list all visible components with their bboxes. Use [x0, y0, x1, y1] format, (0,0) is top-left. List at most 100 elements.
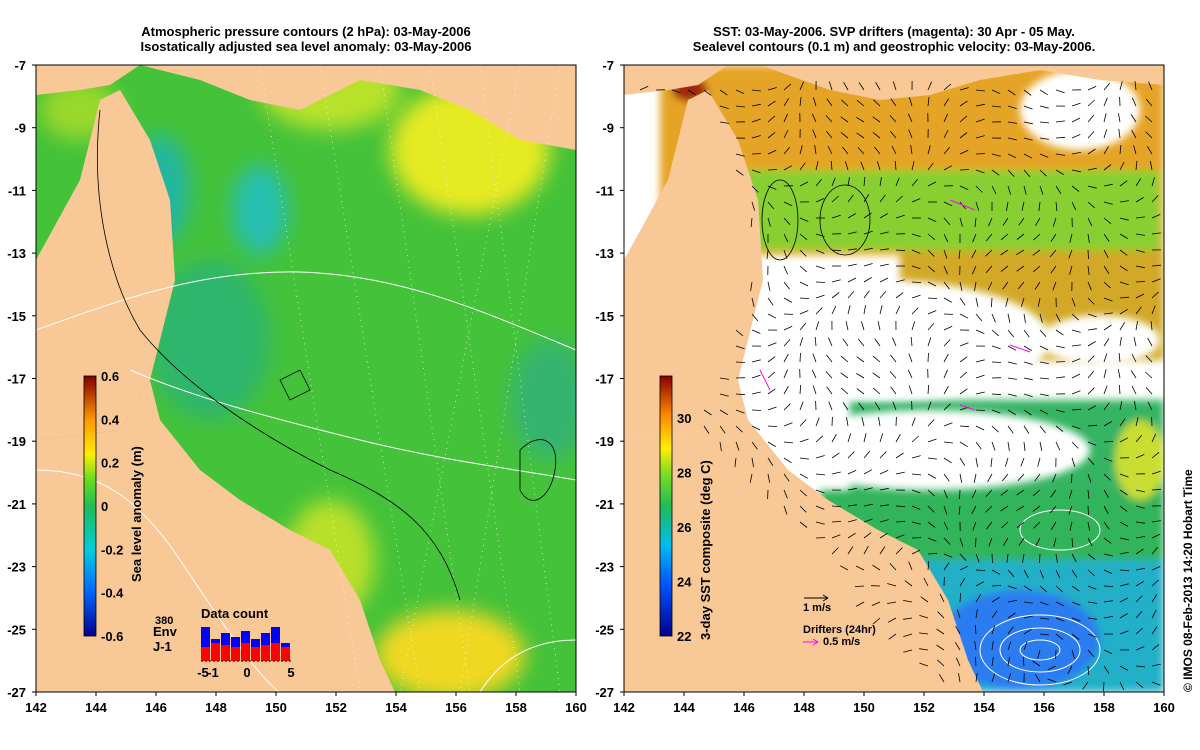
velocity-arrow	[890, 98, 897, 107]
velocity-arrow	[910, 145, 913, 155]
velocity-arrow	[975, 329, 985, 334]
velocity-arrow	[811, 113, 817, 123]
velocity-arrow	[840, 132, 849, 139]
velocity-arrow	[874, 338, 881, 347]
velocity-arrow	[751, 359, 761, 363]
velocity-arrow	[879, 248, 889, 251]
velocity-arrow	[975, 135, 985, 139]
velocity-arrow	[1087, 233, 1090, 243]
velocity-arrow	[1148, 81, 1153, 91]
velocity-arrow	[1071, 408, 1082, 411]
velocity-arrow	[1151, 663, 1161, 667]
velocity-arrow	[1055, 569, 1061, 579]
velocity-arrow	[1087, 441, 1097, 446]
velocity-arrow	[799, 181, 809, 187]
velocity-arrow	[751, 391, 761, 395]
velocity-arrow	[991, 673, 996, 683]
sst-colorbar-tick: 30	[677, 411, 691, 426]
left-map-title: Atmospheric pressure contours (2 hPa): 0…	[36, 24, 576, 54]
velocity-arrow	[975, 581, 985, 587]
sla-colorbar-tick: -0.4	[101, 586, 124, 601]
velocity-arrow	[783, 233, 789, 243]
velocity-arrow	[911, 455, 921, 459]
velocity-arrow	[687, 89, 696, 96]
velocity-arrow	[991, 409, 1001, 414]
velocity-arrow	[1103, 585, 1114, 587]
velocity-arrow	[1135, 627, 1144, 635]
velocity-arrow	[1023, 313, 1026, 323]
velocity-arrow	[1037, 457, 1041, 467]
velocity-arrow	[1023, 185, 1027, 195]
velocity-arrow	[799, 473, 809, 479]
velocity-arrow	[1087, 387, 1095, 395]
right-x-tick-label: 144	[673, 700, 695, 715]
velocity-arrow	[1007, 641, 1012, 651]
velocity-arrow	[943, 521, 949, 531]
right-y-tick-label: -15	[595, 309, 614, 324]
velocity-arrow	[991, 610, 998, 619]
sla-colorbar-tick: 0.4	[101, 412, 120, 427]
velocity-arrow	[1087, 99, 1095, 107]
velocity-arrow	[1071, 649, 1075, 659]
velocity-arrow	[895, 214, 905, 219]
velocity-arrow	[991, 169, 1000, 176]
velocity-arrow	[767, 313, 777, 319]
velocity-arrow	[971, 489, 977, 499]
velocity-arrow	[911, 178, 919, 187]
velocity-arrow	[1033, 521, 1041, 529]
sst-colorbar-tick: 22	[677, 629, 691, 644]
velocity-arrow	[815, 417, 820, 427]
velocity-arrow	[735, 169, 744, 176]
velocity-arrow	[927, 162, 934, 171]
velocity-arrow	[911, 473, 922, 476]
velocity-arrow	[975, 391, 985, 395]
velocity-arrow	[1119, 613, 1128, 619]
velocity-arrow	[1119, 681, 1125, 691]
velocity-arrow	[971, 249, 977, 259]
velocity-arrow	[1000, 233, 1009, 241]
velocity-arrow	[1055, 376, 1065, 379]
velocity-arrow	[751, 441, 758, 450]
velocity-arrow	[879, 532, 888, 539]
velocity-arrow	[1071, 553, 1077, 563]
left-land-png	[140, 65, 576, 150]
velocity-arrow	[975, 201, 980, 211]
velocity-arrow	[735, 409, 745, 414]
velocity-arrow	[889, 130, 897, 139]
velocity-arrow	[1039, 137, 1049, 140]
velocity-arrow	[911, 198, 921, 203]
velocity-arrow	[831, 471, 841, 475]
velocity-arrow	[825, 115, 833, 123]
left-y-tick-label: -9	[14, 121, 26, 136]
velocity-arrow	[1150, 161, 1153, 171]
velocity-arrow	[863, 487, 873, 491]
velocity-arrow	[1087, 457, 1095, 465]
velocity-arrow	[1068, 249, 1073, 259]
velocity-arrow	[894, 160, 897, 171]
velocity-arrow	[975, 441, 982, 450]
velocity-arrow	[751, 425, 761, 431]
velocity-arrow	[783, 265, 788, 275]
velocity-arrow	[907, 113, 913, 123]
velocity-arrow	[1055, 409, 1065, 413]
velocity-arrow	[1016, 265, 1025, 272]
velocity-arrow	[927, 457, 937, 460]
velocity-arrow	[872, 116, 881, 123]
velocity-arrow	[892, 81, 897, 91]
velocity-arrow	[1050, 233, 1057, 242]
velocity-arrow	[734, 457, 737, 467]
velocity-arrow	[879, 177, 882, 187]
velocity-arrow	[927, 384, 930, 395]
velocity-arrow	[879, 231, 889, 235]
velocity-arrow	[1069, 233, 1073, 243]
velocity-arrow	[904, 580, 913, 587]
velocity-arrow	[767, 100, 776, 107]
velocity-arrow	[735, 393, 746, 396]
velocity-arrow	[974, 656, 977, 667]
velocity-arrow	[1023, 329, 1030, 338]
velocity-arrow	[927, 265, 936, 273]
velocity-arrow	[1071, 569, 1078, 578]
velocity-arrow	[1103, 521, 1110, 530]
velocity-arrow	[799, 521, 808, 528]
velocity-arrow	[783, 249, 788, 259]
